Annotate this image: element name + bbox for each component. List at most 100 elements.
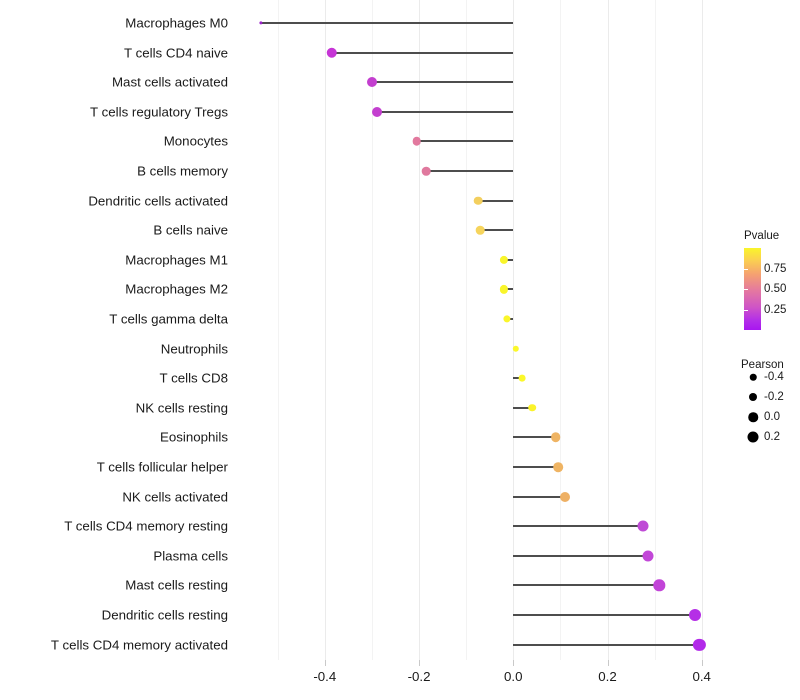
gridline-major	[419, 0, 421, 660]
lollipop-point[interactable]	[503, 315, 511, 323]
gridline-minor	[466, 0, 468, 660]
y-axis-tick-label: Dendritic cells activated	[88, 192, 228, 208]
x-axis-tick-label: -0.4	[313, 669, 337, 684]
lollipop-point[interactable]	[688, 609, 701, 621]
y-axis-tick-label: T cells CD8	[159, 370, 228, 386]
y-axis-tick-label: B cells memory	[137, 163, 228, 179]
y-axis-tick-label: Mast cells activated	[111, 74, 228, 90]
colorbar-tick-mark	[744, 289, 748, 290]
x-axis-tick-mark	[324, 660, 326, 666]
pvalue-colorbar	[744, 248, 761, 330]
lollipop-stem	[513, 377, 522, 380]
lollipop-point[interactable]	[637, 520, 649, 532]
y-axis-tick-label: Neutrophils	[160, 340, 228, 356]
lollipop-point[interactable]	[642, 550, 654, 562]
size-legend-label: 0.2	[764, 431, 780, 443]
lollipop-point[interactable]	[653, 579, 666, 592]
lollipop-stem	[261, 22, 514, 24]
y-axis-tick-label: T cells CD4 naive	[124, 44, 228, 60]
lollipop-stem	[416, 140, 514, 143]
legend-area: Pvalue Pearson 0.75 0.50 0.25 -0.4 -0.2 0.0 0.…	[740, 0, 800, 700]
colorbar-tick-label: 0.50	[764, 283, 787, 295]
y-axis-tick-label: Dendritic cells resting	[101, 607, 228, 623]
y-axis-tick-label: Macrophages M0	[125, 15, 228, 31]
y-axis-tick-label: T cells gamma delta	[109, 311, 228, 327]
lollipop-stem	[513, 466, 559, 468]
lollipop-point[interactable]	[475, 225, 485, 235]
x-axis-tick-mark	[607, 660, 609, 666]
lollipop-stem	[477, 199, 514, 202]
x-axis-tick-label: 0.4	[692, 669, 711, 684]
y-axis-tick-label: T cells regulatory Tregs	[90, 104, 228, 120]
colorbar-tick-mark	[744, 268, 748, 270]
x-axis-tick-mark	[701, 660, 703, 666]
lollipop-point[interactable]	[473, 196, 483, 205]
y-axis-tick-label: T cells CD4 memory activated	[50, 636, 228, 652]
lollipop-stem	[513, 554, 648, 557]
lollipop-stem	[513, 525, 643, 528]
lollipop-point[interactable]	[560, 491, 571, 502]
lollipop-point[interactable]	[512, 345, 519, 352]
y-axis-tick-label: Macrophages M1	[125, 252, 228, 268]
y-axis-tick-label: T cells follicular helper	[96, 459, 228, 475]
lollipop-stem	[513, 495, 566, 498]
lollipop-stem	[513, 406, 533, 409]
colorbar-tick-label: 0.25	[764, 303, 787, 316]
y-axis-tick-label: Plasma cells	[153, 548, 228, 564]
y-axis-tick-label: NK cells activated	[122, 488, 228, 504]
size-legend-dot	[748, 412, 758, 422]
y-axis-tick-label: T cells CD4 memory resting	[64, 518, 228, 534]
lollipop-stem	[503, 288, 514, 291]
lollipop-point[interactable]	[553, 462, 563, 472]
gridline-minor	[277, 0, 279, 660]
size-legend-label: -0.4	[764, 371, 784, 383]
lollipop-point[interactable]	[499, 285, 508, 294]
lollipop-stem	[376, 110, 514, 113]
lollipop-stem	[513, 643, 700, 646]
lollipop-point[interactable]	[412, 137, 421, 146]
lollipop-point[interactable]	[366, 77, 377, 88]
y-axis-tick-label: Mast cells resting	[125, 577, 228, 593]
lollipop-point[interactable]	[259, 21, 263, 25]
lollipop-stem	[513, 436, 556, 439]
lollipop-stem	[331, 51, 514, 54]
size-legend-label: -0.2	[764, 391, 784, 403]
size-legend-label: 0.0	[764, 411, 780, 423]
gridline-major	[701, 0, 703, 660]
lollipop-point[interactable]	[421, 166, 431, 176]
pvalue-legend-title: Pvalue	[744, 230, 780, 242]
x-axis: -0.4 -0.2 0.0 0.2 0.4	[240, 660, 730, 700]
x-axis-tick-mark	[513, 660, 515, 666]
lollipop-point[interactable]	[326, 47, 338, 58]
x-axis-tick-label: 0.0	[504, 669, 523, 684]
size-legend-dot	[749, 393, 757, 401]
pearson-legend-title: Pearson	[741, 359, 784, 371]
y-axis-tick-label: NK cells resting	[135, 400, 228, 416]
gridline-minor	[371, 0, 373, 660]
lollipop-point[interactable]	[550, 432, 561, 443]
lollipop-stem	[480, 229, 514, 232]
x-axis-tick-label: 0.2	[598, 669, 617, 684]
gridline-major	[324, 0, 326, 660]
lollipop-stem	[426, 170, 514, 172]
gridline-major	[607, 0, 609, 660]
y-axis-tick-label: Monocytes	[163, 133, 228, 149]
lollipop-stem	[513, 614, 695, 616]
lollipop-stem	[503, 258, 514, 261]
lollipop-point[interactable]	[371, 106, 382, 117]
lollipop-point[interactable]	[528, 404, 536, 412]
y-axis-labels: Macrophages M0 T cells CD4 naive Mast cell…	[0, 0, 228, 660]
gridline-major	[513, 0, 515, 660]
size-legend-dot	[749, 373, 757, 381]
colorbar-tick-label: 0.75	[764, 262, 787, 275]
lollipop-point[interactable]	[499, 255, 508, 264]
lollipop-point[interactable]	[518, 374, 526, 382]
lollipop-point[interactable]	[693, 638, 706, 651]
y-axis-tick-label: Macrophages M2	[125, 281, 228, 297]
y-axis-tick-label: B cells naive	[153, 222, 228, 238]
y-axis-tick-label: Eosinophils	[159, 429, 228, 445]
lollipop-stem	[513, 584, 660, 587]
plot-panel	[240, 0, 730, 660]
lollipop-stem	[371, 81, 514, 84]
